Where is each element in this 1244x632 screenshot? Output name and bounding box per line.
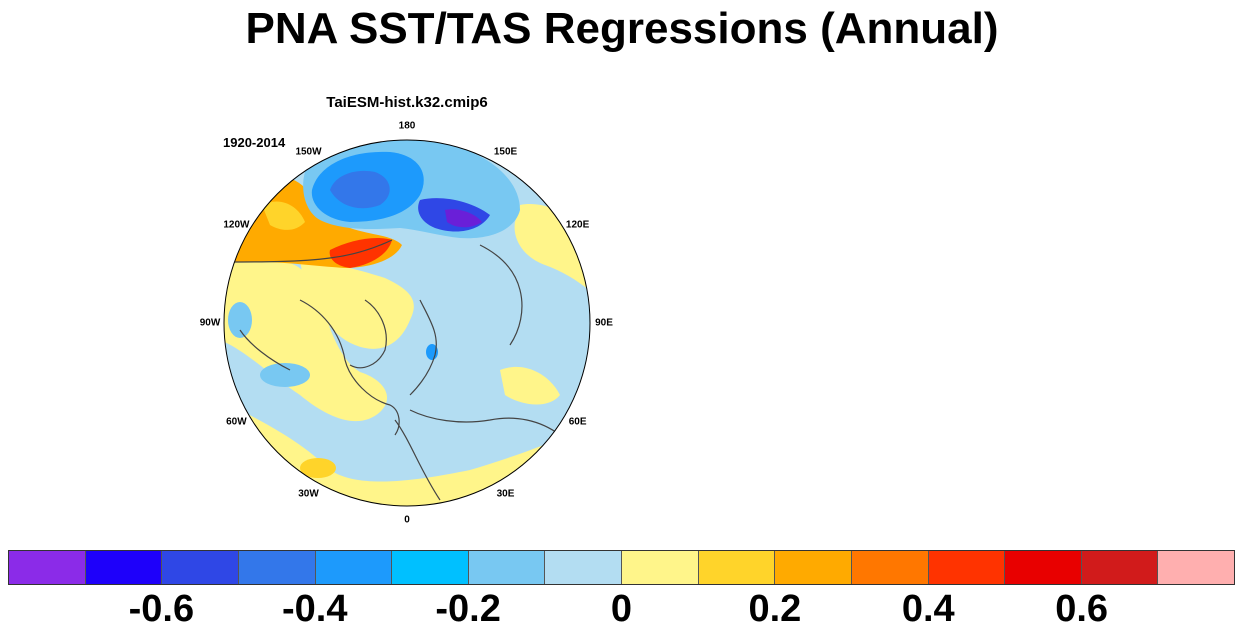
longitude-label: 180 [398, 120, 416, 132]
field-okhotsk-min [445, 209, 482, 228]
longitude-label: 30W [298, 488, 319, 500]
longitude-label: 0 [404, 514, 410, 526]
colorbar-swatch [775, 551, 852, 584]
colorbar-swatch [1005, 551, 1082, 584]
colorbar-tick-label: -0.6 [128, 588, 195, 630]
map-field [224, 140, 590, 506]
colorbar-swatch [698, 551, 776, 584]
longitude-label: 90W [199, 317, 221, 329]
colorbar-swatch [238, 551, 316, 584]
colorbar-swatch [1081, 551, 1159, 584]
colorbar-swatch [392, 551, 469, 584]
longitude-label: 60W [226, 416, 247, 427]
longitude-label: 60E [568, 416, 587, 427]
coastlines [224, 239, 561, 501]
colorbar-swatch [851, 551, 929, 584]
longitude-label: 120E [565, 219, 590, 230]
field-patch-1 [228, 302, 252, 338]
colorbar-tick-label: -0.2 [435, 588, 501, 630]
colorbar-swatch [162, 551, 239, 584]
colorbar-tick-label: 0.6 [1055, 588, 1109, 630]
field-npacific-core [330, 170, 390, 209]
colorbar-tick-label: 0.2 [748, 588, 802, 630]
polar-map [223, 139, 591, 507]
longitude-label: 120W [223, 219, 250, 230]
field-canada-warm [300, 260, 414, 349]
figure-title: PNA SST/TAS Regressions (Annual) [245, 4, 999, 53]
colorbar [8, 550, 1235, 585]
field-na-warm [224, 262, 388, 421]
field-patch-4 [300, 458, 336, 478]
colorbar-tick-label: 0 [610, 588, 633, 630]
longitude-label: 30E [496, 488, 515, 500]
colorbar-swatch [928, 551, 1006, 584]
field-patch-2 [260, 363, 310, 387]
map-border [223, 139, 591, 507]
colorbar-swatch [315, 551, 393, 584]
colorbar-swatch [9, 551, 86, 584]
panel-title: TaiESM-hist.k32.cmip6 [326, 94, 488, 111]
colorbar-swatch [545, 551, 622, 584]
colorbar-swatch [85, 551, 163, 584]
colorbar-swatch [622, 551, 699, 584]
colorbar-swatch [468, 551, 546, 584]
colorbar-tick-label: 0.4 [901, 588, 955, 630]
colorbar-tick-label: -0.4 [282, 588, 348, 630]
field-asia-warm [500, 366, 560, 405]
longitude-label: 90E [595, 317, 613, 329]
colorbar-swatch [1158, 551, 1234, 584]
field-alaska-red [329, 238, 392, 268]
period-label: 1920-2014 [223, 135, 286, 150]
field-nepacific-yellow [262, 201, 305, 230]
longitude-label: 150W [295, 146, 322, 158]
longitude-label: 150E [493, 146, 518, 158]
